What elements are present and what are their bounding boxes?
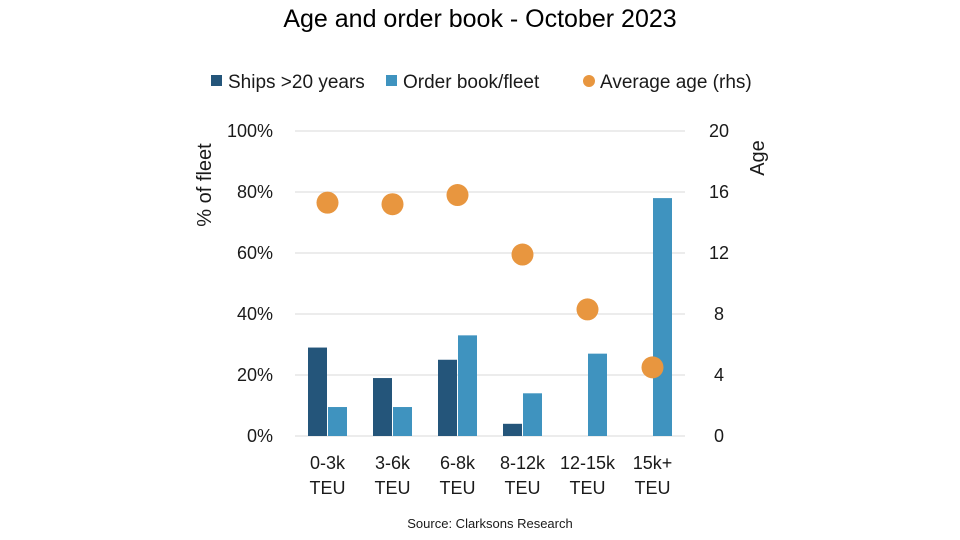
chart-title: Age and order book - October 2023 — [283, 5, 676, 33]
category-label: TEU — [440, 478, 476, 498]
average-age-point-3 — [511, 243, 534, 266]
legend-swatch — [211, 75, 222, 86]
y-axis-left-title: % of fleet — [194, 143, 216, 227]
y-left-tick-label: 20% — [237, 365, 273, 385]
y-right-tick-label: 12 — [709, 243, 729, 263]
y-right-tick-label: 4 — [714, 365, 724, 385]
bar-order-book-fleet-4 — [588, 353, 607, 436]
category-label: 0-3k — [310, 453, 346, 473]
category-label: 8-12k — [500, 453, 546, 473]
average-age-points — [316, 184, 664, 379]
y-left-tick-label: 80% — [237, 182, 273, 202]
y-left-tick-label: 0% — [247, 426, 273, 446]
y-right-tick-label: 8 — [714, 304, 724, 324]
y-right-tick-label: 16 — [709, 182, 729, 202]
average-age-point-4 — [576, 298, 599, 321]
category-label: TEU — [375, 478, 411, 498]
bars — [308, 198, 672, 436]
legend-label: Order book/fleet — [403, 72, 540, 93]
bar-order-book-fleet-1 — [393, 407, 412, 436]
category-label: TEU — [635, 478, 671, 498]
bar-order-book-fleet-0 — [328, 407, 347, 436]
category-label: 12-15k — [560, 453, 616, 473]
category-label: 3-6k — [375, 453, 411, 473]
bar-ships-20-years-3 — [503, 423, 522, 436]
category-label: TEU — [505, 478, 541, 498]
y-left-tick-label: 60% — [237, 243, 273, 263]
category-labels: 0-3k TEU 3-6k TEU 6-8k TEU 8-12k TEU 12-15k TEU 15… — [310, 453, 673, 498]
y-left-tick-label: 40% — [237, 304, 273, 324]
legend: Ships >20 years Order book/fleet Average a… — [211, 72, 752, 93]
bar-order-book-fleet-2 — [458, 335, 477, 436]
y-axis-right-title: Age — [747, 140, 769, 176]
bar-order-book-fleet-5 — [653, 198, 672, 436]
gridlines — [295, 130, 685, 437]
legend-swatch — [386, 75, 397, 86]
category-label: TEU — [310, 478, 346, 498]
y-axis-right-ticks: 0 4 8 12 16 20 — [709, 121, 729, 446]
y-left-tick-label: 100% — [227, 121, 273, 141]
average-age-point-2 — [446, 184, 469, 207]
category-label: 15k+ — [633, 453, 673, 473]
average-age-point-1 — [381, 193, 404, 216]
bar-order-book-fleet-3 — [523, 393, 542, 436]
bar-ships-20-years-0 — [308, 347, 327, 436]
average-age-point-0 — [316, 191, 339, 214]
category-label: 6-8k — [440, 453, 476, 473]
legend-label: Average age (rhs) — [600, 72, 752, 93]
y-right-tick-label: 20 — [709, 121, 729, 141]
y-right-tick-label: 0 — [714, 426, 724, 446]
bar-ships-20-years-2 — [438, 359, 457, 436]
y-axis-left-ticks: 0% 20% 40% 60% 80% 100% — [227, 121, 273, 446]
bar-ships-20-years-1 — [373, 378, 392, 436]
legend-label: Ships >20 years — [228, 72, 365, 93]
source-note: Source: Clarksons Research — [407, 516, 572, 531]
legend-swatch — [583, 75, 595, 87]
category-label: TEU — [570, 478, 606, 498]
average-age-point-5 — [641, 356, 664, 379]
